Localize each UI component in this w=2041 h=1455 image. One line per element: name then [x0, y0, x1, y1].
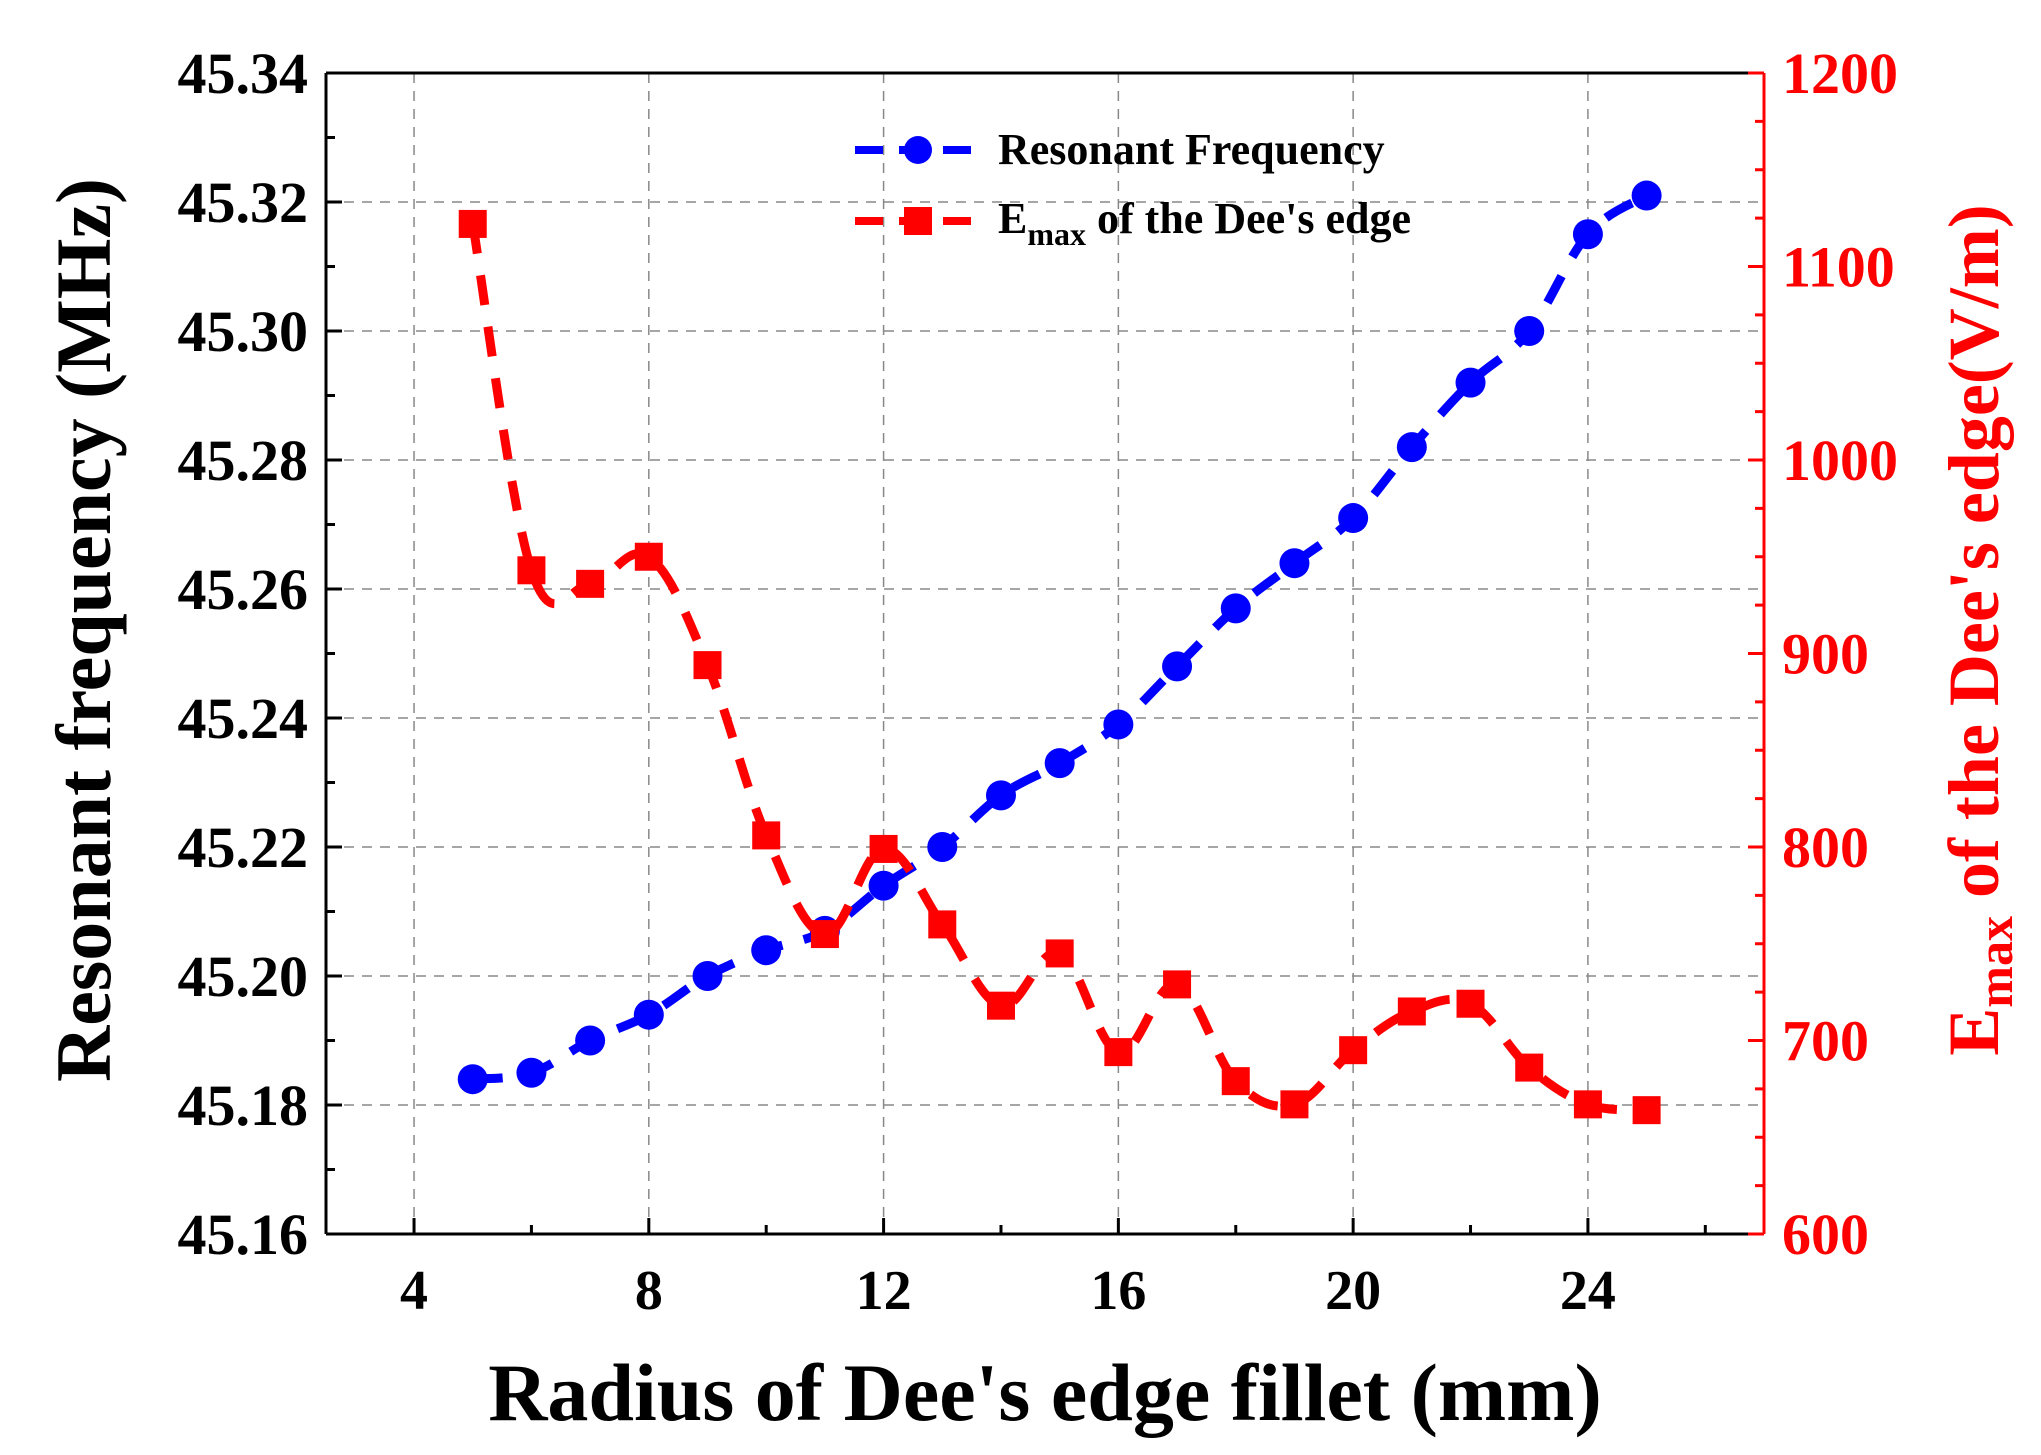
- frequency-point: [1631, 180, 1662, 211]
- y-left-tick-label: 45.22: [178, 815, 309, 880]
- grid-lines: [326, 73, 1764, 1234]
- series-line-frequency: [472, 191, 1650, 1084]
- frequency-point: [1514, 316, 1545, 346]
- emax-point: [1397, 997, 1426, 1026]
- legend-label-frequency: Resonant Frequency: [998, 125, 1385, 174]
- emax-point: [1515, 1053, 1544, 1082]
- emax-point: [517, 556, 546, 585]
- y-left-tick-label: 45.20: [178, 944, 309, 1009]
- emax-point: [986, 991, 1015, 1020]
- y-right-tick-label: 900: [1782, 622, 1869, 687]
- emax-point: [634, 542, 663, 571]
- y-right-label-prefix: E: [1934, 1008, 2014, 1056]
- legend-emax-suffix: of the Dee's edge: [1086, 194, 1411, 243]
- emax-point: [576, 569, 605, 598]
- emax-point: [752, 821, 781, 850]
- frequency-point: [751, 935, 782, 966]
- frequency-point: [1572, 219, 1603, 250]
- frequency-point: [868, 870, 899, 901]
- emax-point: [1221, 1067, 1250, 1096]
- frequency-point: [927, 832, 958, 862]
- y-left-tick-label: 45.16: [178, 1202, 309, 1267]
- series-layer: [457, 180, 1662, 1125]
- frequency-point: [1396, 432, 1427, 463]
- emax-point: [1632, 1096, 1661, 1125]
- frequency-point: [1279, 548, 1310, 579]
- emax-point: [869, 834, 898, 863]
- x-tick-label: 12: [856, 1260, 912, 1322]
- emax-point: [1280, 1090, 1309, 1119]
- emax-point: [458, 209, 487, 238]
- frequency-point: [1338, 503, 1369, 534]
- legend-marker-emax: [904, 207, 932, 235]
- frequency-point: [1162, 651, 1193, 682]
- frequency-point: [457, 1064, 488, 1095]
- y-right-tick-label: 1200: [1782, 41, 1898, 106]
- frequency-point: [692, 961, 723, 991]
- y-left-tick-label: 45.28: [178, 428, 309, 493]
- y-right-label-suffix: of the Dee's edge(V/m): [1934, 204, 2014, 916]
- x-tick-label: 8: [635, 1260, 663, 1322]
- axes: 4 8 12 16 20 24 45.16 45.18 45.20 45.22 45.24 45.26…: [178, 41, 1899, 1322]
- emax-point: [928, 910, 957, 939]
- y-right-tick-label: 1100: [1782, 235, 1895, 300]
- y-left-tick-label: 45.18: [178, 1073, 309, 1138]
- y-left-tick-label: 45.34: [178, 41, 309, 106]
- y-right-tick-label: 600: [1782, 1202, 1869, 1267]
- frequency-point: [575, 1025, 606, 1056]
- emax-point: [1045, 939, 1074, 968]
- x-tick-label: 20: [1325, 1260, 1381, 1322]
- x-tick-label: 4: [400, 1260, 428, 1322]
- emax-point: [1104, 1038, 1133, 1067]
- frequency-point: [633, 999, 664, 1030]
- y-right-axis-label: Emax of the Dee's edge(V/m): [1934, 204, 2023, 1055]
- emax-point: [1163, 970, 1192, 999]
- emax-point: [810, 920, 839, 949]
- legend-label-emax: Emax of the Dee's edge: [998, 194, 1411, 252]
- frequency-point: [1044, 748, 1075, 779]
- legend-emax-subscript: max: [1027, 216, 1086, 252]
- frequency-point: [1220, 593, 1251, 624]
- emax-point: [1456, 989, 1485, 1018]
- emax-point: [693, 651, 722, 680]
- y-left-tick-label: 45.26: [178, 557, 309, 622]
- frequency-point: [516, 1057, 547, 1088]
- y-left-tick-label: 45.24: [178, 686, 309, 751]
- frequency-point: [985, 780, 1016, 811]
- y-right-tick-label: 700: [1782, 1009, 1869, 1074]
- x-axis-label: Radius of Dee's edge fillet (mm): [488, 1347, 1602, 1438]
- x-tick-label: 16: [1090, 1260, 1146, 1322]
- y-left-tick-label: 45.32: [178, 170, 309, 235]
- emax-point: [1339, 1036, 1368, 1065]
- emax-point: [1573, 1090, 1602, 1119]
- y-right-label-subscript: max: [1967, 916, 2023, 1008]
- frequency-point: [1455, 367, 1486, 398]
- legend-marker-frequency: [904, 136, 932, 164]
- legend: Resonant Frequency Emax of the Dee's edg…: [855, 125, 1411, 252]
- y-right-tick-label: 1000: [1782, 428, 1898, 493]
- y-left-axis-label: Resonant frequency (MHz): [40, 178, 127, 1082]
- frequency-point: [1103, 709, 1134, 740]
- x-tick-label: 24: [1560, 1260, 1616, 1322]
- legend-emax-prefix: E: [998, 194, 1027, 243]
- y-right-tick-label: 800: [1782, 815, 1869, 880]
- y-left-tick-label: 45.30: [178, 299, 309, 364]
